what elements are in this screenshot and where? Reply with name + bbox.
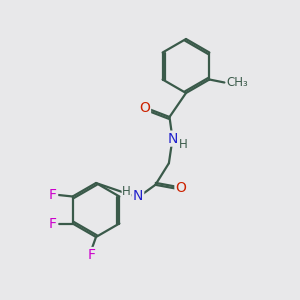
Text: O: O — [176, 182, 186, 195]
Text: F: F — [88, 248, 95, 262]
Text: F: F — [49, 217, 57, 230]
Text: CH₃: CH₃ — [226, 76, 248, 89]
Text: O: O — [139, 101, 150, 115]
Text: F: F — [49, 188, 57, 202]
Text: N: N — [133, 189, 143, 203]
Text: N: N — [167, 132, 178, 145]
Text: H: H — [122, 185, 131, 198]
Text: H: H — [178, 137, 188, 151]
